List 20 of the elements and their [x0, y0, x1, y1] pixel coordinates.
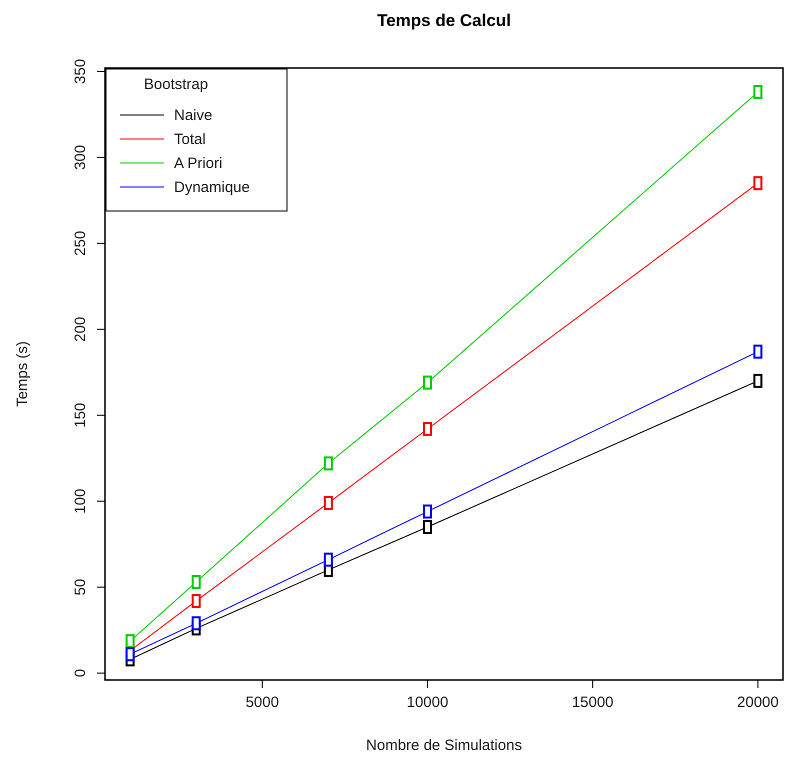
chart-title: Temps de Calcul [377, 11, 511, 30]
x-tick-label: 10000 [406, 694, 448, 711]
x-axis-title: Nombre de Simulations [366, 737, 522, 754]
y-axis-title: Temps (s) [14, 341, 31, 407]
y-tick-label: 50 [72, 578, 89, 596]
y-tick-label: 300 [72, 144, 89, 170]
x-tick-label: 20000 [737, 694, 779, 711]
y-tick-label: 350 [72, 58, 89, 84]
y-tick-label: 100 [72, 488, 89, 514]
legend-label: Naive [174, 107, 212, 124]
y-tick-label: 200 [72, 316, 89, 342]
x-tick-label: 5000 [246, 694, 279, 711]
y-tick-label: 150 [72, 402, 89, 428]
y-tick-label: 250 [72, 230, 89, 256]
legend-label: Dynamique [174, 179, 250, 196]
legend-title: Bootstrap [144, 76, 208, 93]
y-tick-label: 0 [72, 668, 89, 678]
legend-label: A Priori [174, 155, 222, 172]
x-tick-label: 15000 [572, 694, 614, 711]
legend-label: Total [174, 131, 206, 148]
